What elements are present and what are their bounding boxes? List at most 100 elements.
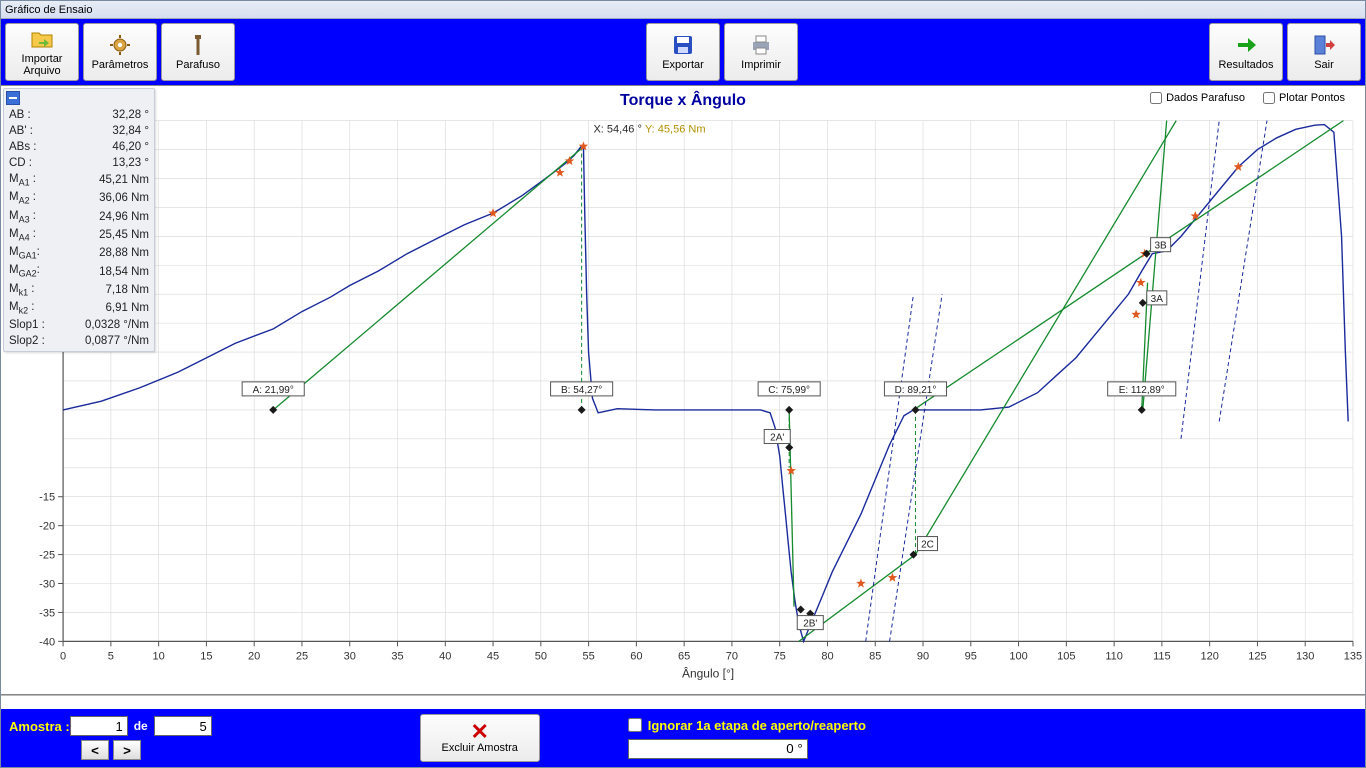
stats-row: MA4 :25,45 Nm: [8, 226, 150, 244]
svg-text:90: 90: [917, 650, 929, 662]
bolt-button[interactable]: Parafuso: [161, 23, 235, 81]
svg-text:A: 21,99°: A: 21,99°: [253, 385, 294, 396]
bolt-icon: [186, 33, 210, 57]
svg-text:75: 75: [774, 650, 786, 662]
svg-text:110: 110: [1105, 650, 1123, 662]
svg-text:B: 54,27°: B: 54,27°: [561, 385, 602, 396]
stats-row: AB :32,28 °: [8, 107, 150, 123]
footer: Amostra : de < > ✕ Excluir Amostra Ignor…: [1, 709, 1365, 767]
stats-row: AB' :32,84 °: [8, 123, 150, 139]
export-label: Exportar: [662, 59, 704, 71]
prev-sample-button[interactable]: <: [81, 740, 109, 760]
stats-row: Slop2 :0,0877 °/Nm: [8, 333, 150, 349]
stats-row: CD :13,23 °: [8, 155, 150, 171]
svg-text:5: 5: [108, 650, 114, 662]
svg-text:3B: 3B: [1155, 241, 1168, 252]
window-title: Gráfico de Ensaio: [5, 4, 92, 16]
exit-label: Sair: [1314, 59, 1334, 71]
svg-text:95: 95: [965, 650, 977, 662]
exit-button[interactable]: Sair: [1287, 23, 1361, 81]
stats-row: MGA2:18,54 Nm: [8, 262, 150, 280]
stats-row: MGA1:28,88 Nm: [8, 244, 150, 262]
stats-row: Mk2 :6,91 Nm: [8, 299, 150, 317]
export-button[interactable]: Exportar: [646, 23, 720, 81]
stats-row: MA2 :36,06 Nm: [8, 189, 150, 207]
import-file-button[interactable]: Importar Arquivo: [5, 23, 79, 81]
svg-text:15: 15: [200, 650, 212, 662]
svg-text:-25: -25: [39, 550, 55, 562]
stats-row: MA1 :45,21 Nm: [8, 171, 150, 189]
amostra-total-input[interactable]: [154, 716, 212, 736]
printer-icon: [749, 33, 773, 57]
stats-row: MA3 :24,96 Nm: [8, 208, 150, 226]
svg-text:85: 85: [869, 650, 881, 662]
svg-text:2C: 2C: [921, 540, 934, 551]
svg-text:30: 30: [344, 650, 356, 662]
exit-icon: [1312, 33, 1336, 57]
results-label: Resultados: [1218, 59, 1273, 71]
svg-text:130: 130: [1296, 650, 1314, 662]
svg-text:105: 105: [1057, 650, 1075, 662]
svg-text:125: 125: [1248, 650, 1266, 662]
svg-text:2B': 2B': [803, 619, 817, 630]
ignore-first-stage-label: Ignorar 1a etapa de aperto/reaperto: [648, 718, 866, 733]
svg-text:2A': 2A': [770, 433, 784, 444]
svg-text:10: 10: [153, 650, 165, 662]
svg-text:E: 112,89°: E: 112,89°: [1119, 385, 1165, 396]
next-sample-button[interactable]: >: [113, 740, 141, 760]
amostra-label: Amostra :: [9, 719, 70, 734]
chart-area: Torque x Ângulo Dados Parafuso Plotar Po…: [1, 85, 1365, 695]
parameters-label: Parâmetros: [92, 59, 149, 71]
stats-row: ABs :46,20 °: [8, 139, 150, 155]
parameters-button[interactable]: Parâmetros: [83, 23, 157, 81]
save-icon: [671, 33, 695, 57]
delete-sample-button[interactable]: ✕ Excluir Amostra: [420, 714, 540, 762]
svg-text:20: 20: [248, 650, 260, 662]
svg-text:115: 115: [1153, 650, 1171, 662]
svg-text:120: 120: [1200, 650, 1218, 662]
torque-angle-plot[interactable]: 0 5 10 15 20 25 30 35 40 45 50 55 60 65 70 75 80 85 90 95 10…: [1, 86, 1365, 694]
svg-text:80: 80: [821, 650, 833, 662]
svg-text:C: 75,99°: C: 75,99°: [768, 385, 810, 396]
arrow-right-icon: [1234, 33, 1258, 57]
toolbar: Importar Arquivo Parâmetros Parafuso Exp…: [1, 19, 1365, 85]
stats-row: Mk1 :7,18 Nm: [8, 281, 150, 299]
amostra-current-input[interactable]: [70, 716, 128, 736]
delete-sample-label: Excluir Amostra: [441, 742, 517, 754]
svg-text:-40: -40: [39, 636, 55, 648]
svg-text:100: 100: [1009, 650, 1027, 662]
stats-collapse-button[interactable]: [6, 91, 20, 105]
window-titlebar: Gráfico de Ensaio: [1, 1, 1365, 19]
bolt-label: Parafuso: [176, 59, 220, 71]
svg-text:3A: 3A: [1151, 294, 1164, 305]
svg-text:-20: -20: [39, 521, 55, 533]
print-button[interactable]: Imprimir: [724, 23, 798, 81]
svg-text:65: 65: [678, 650, 690, 662]
svg-text:-35: -35: [39, 607, 55, 619]
ignore-first-stage-checkbox[interactable]: [628, 718, 642, 732]
svg-text:0: 0: [60, 650, 66, 662]
svg-text:135: 135: [1344, 650, 1362, 662]
svg-text:-15: -15: [39, 492, 55, 504]
svg-text:60: 60: [630, 650, 642, 662]
import-file-label: Importar Arquivo: [6, 53, 78, 77]
stats-panel: AB :32,28 °AB' :32,84 °ABs :46,20 °CD :1…: [3, 88, 155, 352]
svg-text:40: 40: [439, 650, 451, 662]
gear-icon: [108, 33, 132, 57]
svg-text:25: 25: [296, 650, 308, 662]
delete-x-icon: ✕: [470, 722, 488, 742]
svg-text:55: 55: [582, 650, 594, 662]
results-button[interactable]: Resultados: [1209, 23, 1283, 81]
svg-text:45: 45: [487, 650, 499, 662]
folder-import-icon: [30, 27, 54, 51]
de-label: de: [128, 719, 154, 733]
svg-text:D: 89,21°: D: 89,21°: [895, 385, 937, 396]
svg-text:X: 54,46 ° Y: 45,56 Nm: X: 54,46 ° Y: 45,56 Nm: [593, 123, 705, 135]
svg-text:35: 35: [391, 650, 403, 662]
svg-text:-30: -30: [39, 579, 55, 591]
ignore-angle-input[interactable]: [628, 739, 808, 759]
svg-text:70: 70: [726, 650, 738, 662]
stats-row: Slop1 :0,0328 °/Nm: [8, 317, 150, 333]
svg-text:50: 50: [535, 650, 547, 662]
svg-text:Ângulo [°]: Ângulo [°]: [682, 665, 734, 680]
